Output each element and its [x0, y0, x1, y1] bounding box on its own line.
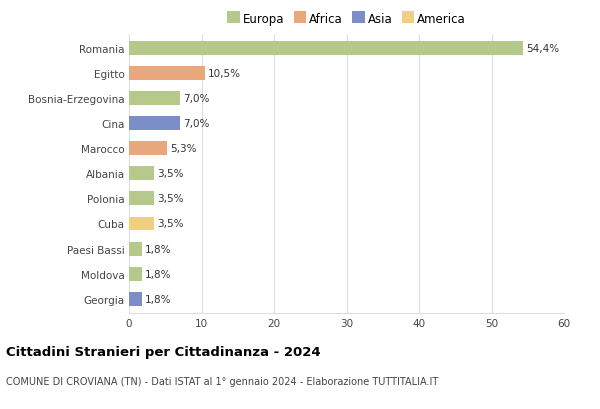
Bar: [129, 242, 142, 256]
Bar: [129, 67, 205, 81]
Text: Cittadini Stranieri per Cittadinanza - 2024: Cittadini Stranieri per Cittadinanza - 2…: [6, 345, 320, 358]
Legend: Europa, Africa, Asia, America: Europa, Africa, Asia, America: [227, 13, 466, 26]
Bar: [129, 142, 167, 156]
Text: 1,8%: 1,8%: [145, 244, 172, 254]
Text: 7,0%: 7,0%: [182, 119, 209, 129]
Text: 1,8%: 1,8%: [145, 269, 172, 279]
Bar: [129, 92, 180, 106]
Text: COMUNE DI CROVIANA (TN) - Dati ISTAT al 1° gennaio 2024 - Elaborazione TUTTITALI: COMUNE DI CROVIANA (TN) - Dati ISTAT al …: [6, 377, 438, 387]
Bar: [129, 42, 523, 56]
Bar: [129, 117, 180, 130]
Text: 54,4%: 54,4%: [526, 43, 559, 54]
Bar: [129, 292, 142, 306]
Bar: [129, 217, 154, 231]
Text: 3,5%: 3,5%: [157, 219, 184, 229]
Text: 3,5%: 3,5%: [157, 194, 184, 204]
Text: 10,5%: 10,5%: [208, 69, 241, 79]
Text: 7,0%: 7,0%: [182, 94, 209, 103]
Bar: [129, 192, 154, 206]
Bar: [129, 167, 154, 181]
Text: 3,5%: 3,5%: [157, 169, 184, 179]
Text: 5,3%: 5,3%: [170, 144, 197, 154]
Text: 1,8%: 1,8%: [145, 294, 172, 304]
Bar: [129, 267, 142, 281]
